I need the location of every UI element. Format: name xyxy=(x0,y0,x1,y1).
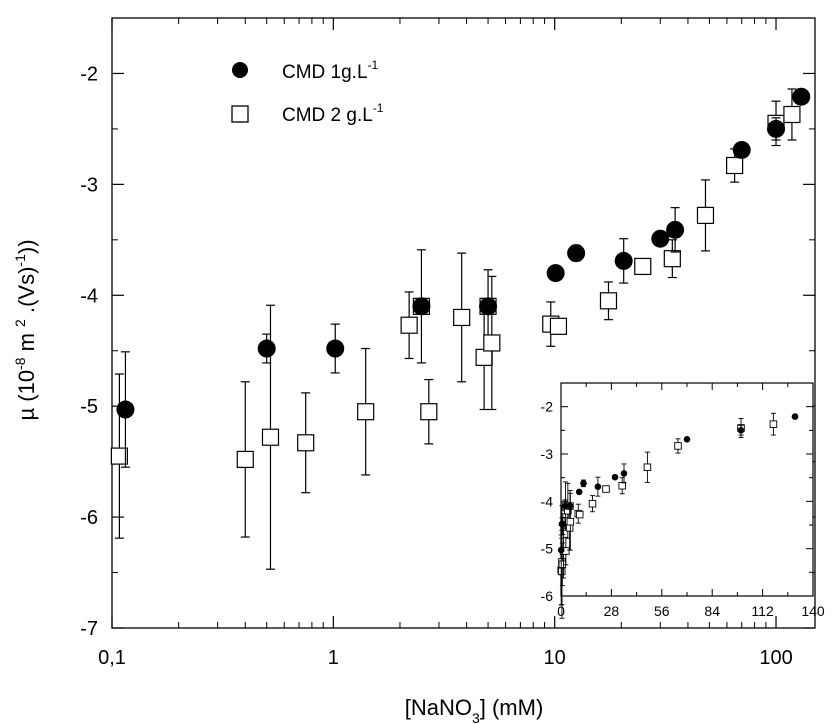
data-point-square xyxy=(769,420,778,428)
series-cmd-1 xyxy=(116,87,811,468)
legend-label-cmd-2: CMD 2 g.L-1 xyxy=(282,101,384,126)
data-point-square xyxy=(420,403,438,421)
y-tick-label: -5 xyxy=(80,396,98,418)
data-point-circle xyxy=(767,119,786,138)
inset-x-tick-label: 28 xyxy=(604,603,620,619)
inset-y-tick-label: -3 xyxy=(541,446,554,462)
data-point-circle xyxy=(566,502,574,510)
inset-plot-panel: 0 28 56 84 112 140 -2 -3 -4 -5 -6 xyxy=(541,382,825,619)
data-point-circle xyxy=(611,473,619,481)
data-point-circle xyxy=(620,470,628,477)
data-point-circle xyxy=(791,413,799,420)
inset-x-tick-label: 0 xyxy=(557,603,565,619)
x-tick-label: 1 xyxy=(328,647,339,669)
inset-y-tick-label: -4 xyxy=(541,493,554,509)
data-point-square xyxy=(575,510,584,519)
data-point-circle xyxy=(594,483,602,490)
data-point-circle xyxy=(614,251,633,270)
data-point-square xyxy=(483,334,501,352)
data-point-square xyxy=(783,105,801,124)
inset-series-cmd-1 xyxy=(557,413,799,576)
main-plot-frame xyxy=(111,17,816,629)
data-point-square xyxy=(634,257,652,276)
data-point-square xyxy=(663,250,681,268)
x-tick-label: 10 xyxy=(544,647,566,669)
data-point-square xyxy=(475,348,493,366)
data-point-square xyxy=(696,206,715,225)
data-point-circle xyxy=(575,488,583,496)
data-point-circle xyxy=(559,520,567,528)
data-point-circle xyxy=(651,229,670,248)
y-axis-title: µ (10-8 m 2 .(Vs)-1)) xyxy=(12,239,39,420)
data-point-circle xyxy=(257,339,276,358)
y-tick-label: -3 xyxy=(80,174,98,196)
data-point-square xyxy=(400,316,418,334)
x-tick-label: 100 xyxy=(759,647,792,669)
data-point-circle xyxy=(326,339,345,358)
y-tick-label: -4 xyxy=(80,285,98,307)
data-point-circle xyxy=(557,546,565,554)
inset-x-tick-label: 56 xyxy=(654,603,670,619)
legend: CMD 1g.L-1 CMD 2 g.L-1 xyxy=(231,58,384,126)
inset-data-series xyxy=(557,412,799,619)
data-point-circle xyxy=(737,427,745,434)
data-point-square xyxy=(261,428,280,446)
legend-marker-cmd-1 xyxy=(232,62,248,78)
data-point-square xyxy=(726,156,744,175)
legend-label-cmd-1: CMD 1g.L-1 xyxy=(282,58,379,83)
legend-marker-cmd-2 xyxy=(231,105,249,123)
data-point-square xyxy=(357,403,375,421)
data-point-circle xyxy=(732,140,751,159)
data-point-square xyxy=(602,485,610,493)
y-tick-label: -7 xyxy=(80,618,98,640)
data-point-circle xyxy=(412,297,431,316)
data-point-square xyxy=(453,308,471,327)
data-point-square xyxy=(558,560,567,569)
data-point-square xyxy=(565,524,574,532)
data-point-circle xyxy=(792,87,811,106)
data-point-circle xyxy=(580,480,587,487)
inset-y-tick-label: -2 xyxy=(541,399,554,415)
main-plot-panel: 0,1 1 10 100 -2 -3 -4 -5 -6 -7 xyxy=(80,17,816,669)
inset-axis-ticks: 0 28 56 84 112 140 -2 -3 -4 -5 -6 xyxy=(541,382,825,619)
data-point-circle xyxy=(116,400,135,419)
data-point-square xyxy=(549,317,568,335)
main-data-series xyxy=(110,87,811,570)
data-point-circle xyxy=(479,297,498,316)
data-point-circle xyxy=(567,244,586,263)
inset-x-tick-label: 84 xyxy=(704,603,720,619)
data-point-square xyxy=(618,481,626,490)
data-point-square xyxy=(643,463,652,472)
data-point-circle xyxy=(546,264,565,283)
x-axis-title: [NaNO3] (mM) xyxy=(405,695,544,724)
inset-y-tick-label: -6 xyxy=(541,588,554,604)
x-tick-label: 0,1 xyxy=(98,647,126,669)
data-point-square xyxy=(588,499,597,508)
y-tick-label: -2 xyxy=(80,63,98,85)
inset-y-tick-label: -5 xyxy=(541,541,554,557)
data-point-square xyxy=(236,450,254,469)
data-point-square xyxy=(297,434,315,452)
y-tick-label: -6 xyxy=(80,507,98,529)
data-point-circle xyxy=(666,220,685,239)
data-point-square xyxy=(110,447,128,465)
data-point-square xyxy=(674,442,682,450)
data-point-square xyxy=(599,292,618,310)
inset-x-tick-label: 112 xyxy=(751,603,774,619)
data-point-circle xyxy=(683,436,691,443)
inset-x-tick-label: 140 xyxy=(801,603,825,619)
data-point-square xyxy=(566,517,575,526)
